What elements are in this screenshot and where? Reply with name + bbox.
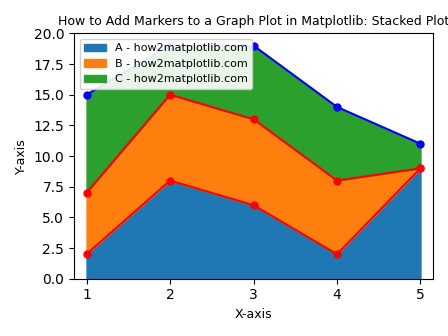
Y-axis label: Y-axis: Y-axis xyxy=(15,138,28,174)
X-axis label: X-axis: X-axis xyxy=(235,308,272,321)
Legend: A - how2matplotlib.com, B - how2matplotlib.com, C - how2matplotlib.com: A - how2matplotlib.com, B - how2matplotl… xyxy=(80,39,253,89)
Title: How to Add Markers to a Graph Plot in Matplotlib: Stacked Plot: How to Add Markers to a Graph Plot in Ma… xyxy=(58,15,448,28)
